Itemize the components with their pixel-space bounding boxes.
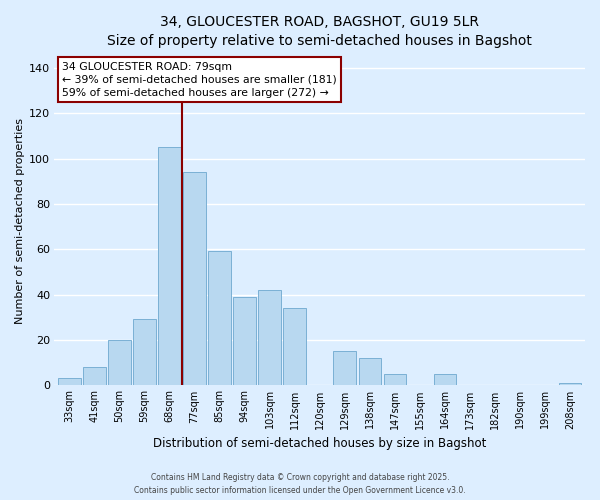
Title: 34, GLOUCESTER ROAD, BAGSHOT, GU19 5LR
Size of property relative to semi-detache: 34, GLOUCESTER ROAD, BAGSHOT, GU19 5LR S… bbox=[107, 15, 532, 48]
Bar bbox=[233, 297, 256, 385]
Bar bbox=[359, 358, 381, 385]
Bar bbox=[334, 351, 356, 385]
Bar bbox=[184, 172, 206, 385]
Bar bbox=[283, 308, 306, 385]
Bar bbox=[83, 367, 106, 385]
Bar bbox=[158, 147, 181, 385]
Bar bbox=[559, 383, 581, 385]
Bar bbox=[58, 378, 81, 385]
Bar bbox=[208, 252, 231, 385]
Bar bbox=[133, 320, 156, 385]
Bar bbox=[434, 374, 456, 385]
Bar bbox=[259, 290, 281, 385]
Bar bbox=[383, 374, 406, 385]
Text: 34 GLOUCESTER ROAD: 79sqm
← 39% of semi-detached houses are smaller (181)
59% of: 34 GLOUCESTER ROAD: 79sqm ← 39% of semi-… bbox=[62, 62, 337, 98]
Bar bbox=[108, 340, 131, 385]
X-axis label: Distribution of semi-detached houses by size in Bagshot: Distribution of semi-detached houses by … bbox=[153, 437, 487, 450]
Text: Contains HM Land Registry data © Crown copyright and database right 2025.
Contai: Contains HM Land Registry data © Crown c… bbox=[134, 474, 466, 495]
Y-axis label: Number of semi-detached properties: Number of semi-detached properties bbox=[15, 118, 25, 324]
